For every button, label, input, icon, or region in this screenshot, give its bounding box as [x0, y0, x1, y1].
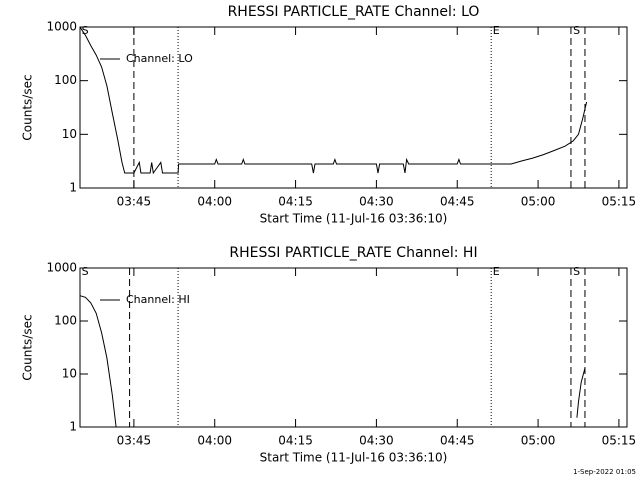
y-tick-label: 10 [62, 367, 77, 381]
event-label: S [82, 265, 89, 278]
chart-title: RHESSI PARTICLE_RATE Channel: HI [229, 245, 477, 261]
x-tick-label: 05:00 [521, 434, 556, 448]
event-label: S [82, 24, 89, 37]
y-tick-label: 10 [62, 127, 77, 141]
x-tick-label: 04:45 [440, 195, 475, 209]
legend-label: Channel: HI [126, 293, 190, 306]
event-label: S [573, 265, 580, 278]
x-tick-label: 04:00 [197, 195, 232, 209]
x-tick-label: 04:15 [278, 434, 313, 448]
event-label: E [493, 265, 500, 278]
series-line [79, 26, 588, 175]
x-axis-label: Start Time (11-Jul-16 03:36:10) [260, 451, 448, 465]
x-tick-label: 04:15 [278, 195, 313, 209]
legend-label: Channel: LO [126, 52, 193, 65]
y-tick-label: 1 [69, 181, 77, 195]
x-tick-label: 05:15 [602, 195, 637, 209]
x-tick-label: 04:45 [440, 434, 475, 448]
footer: 1-Sep-2022 01:05 [573, 468, 636, 476]
chart-title: RHESSI PARTICLE_RATE Channel: LO [228, 4, 480, 20]
y-axis-label: Counts/sec [21, 74, 35, 140]
x-tick-label: 03:45 [117, 434, 152, 448]
plot-frame [79, 26, 628, 189]
event-label: S [573, 24, 580, 37]
x-tick-label: 04:30 [359, 195, 394, 209]
series-line [79, 295, 586, 428]
y-tick-label: 100 [54, 73, 77, 87]
x-tick-label: 04:00 [197, 434, 232, 448]
plot-frame [79, 267, 628, 428]
y-axis-label: Counts/sec [21, 314, 35, 380]
y-tick-label: 1000 [46, 261, 77, 275]
event-label: E [493, 24, 500, 37]
x-tick-label: 03:45 [117, 195, 152, 209]
x-tick-label: 05:00 [521, 195, 556, 209]
x-axis-label: Start Time (11-Jul-16 03:36:10) [260, 212, 448, 226]
y-tick-label: 1000 [46, 20, 77, 34]
x-tick-label: 04:30 [359, 434, 394, 448]
y-tick-label: 1 [69, 420, 77, 434]
y-tick-label: 100 [54, 314, 77, 328]
x-tick-label: 05:15 [602, 434, 637, 448]
